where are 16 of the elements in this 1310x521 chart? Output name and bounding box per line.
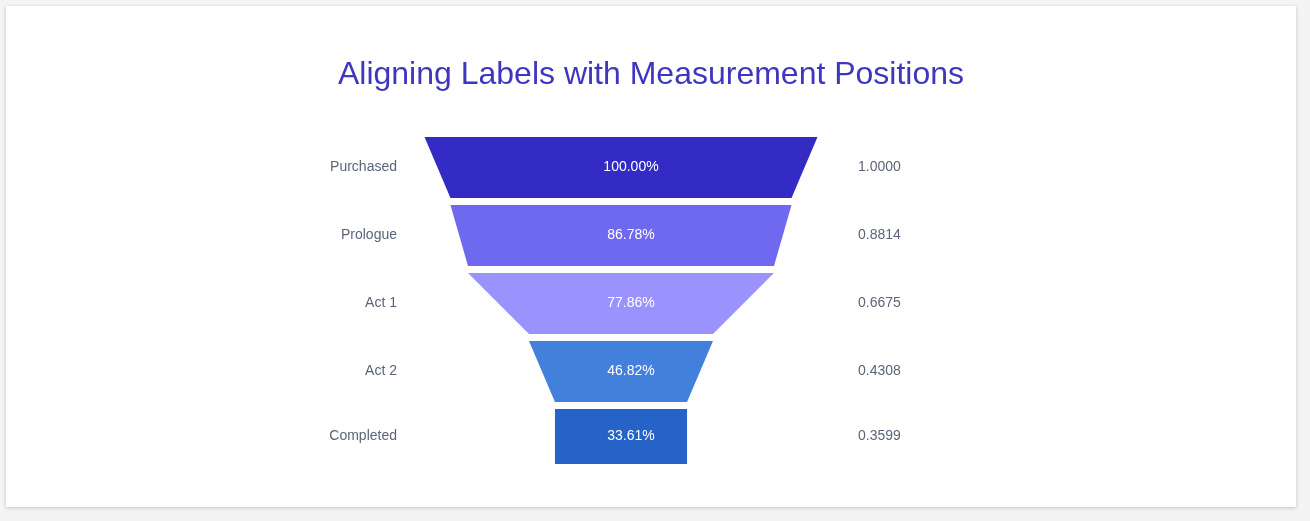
text: Aligning Labels with Measurement Positions	[337, 55, 965, 92]
category-label: Act 2	[365, 362, 398, 379]
data-label: 0.8814	[858, 226, 902, 243]
data-label: 0.6675	[858, 294, 902, 311]
data-label: 0.3599	[858, 427, 902, 444]
data-label: 0.4308	[858, 362, 902, 379]
data-label: 33.61%	[607, 427, 655, 444]
category-label: Prologue	[340, 226, 398, 243]
data-label: 46.82%	[607, 362, 655, 379]
category-label: Completed	[329, 427, 397, 444]
data-label: 86.78%	[607, 226, 655, 243]
data-label: 1.0000	[858, 158, 902, 175]
category-label: Act 1	[365, 294, 398, 311]
data-label: 77.86%	[607, 294, 655, 311]
data-label: 100.00%	[603, 158, 659, 175]
category-label: Purchased	[330, 158, 397, 175]
